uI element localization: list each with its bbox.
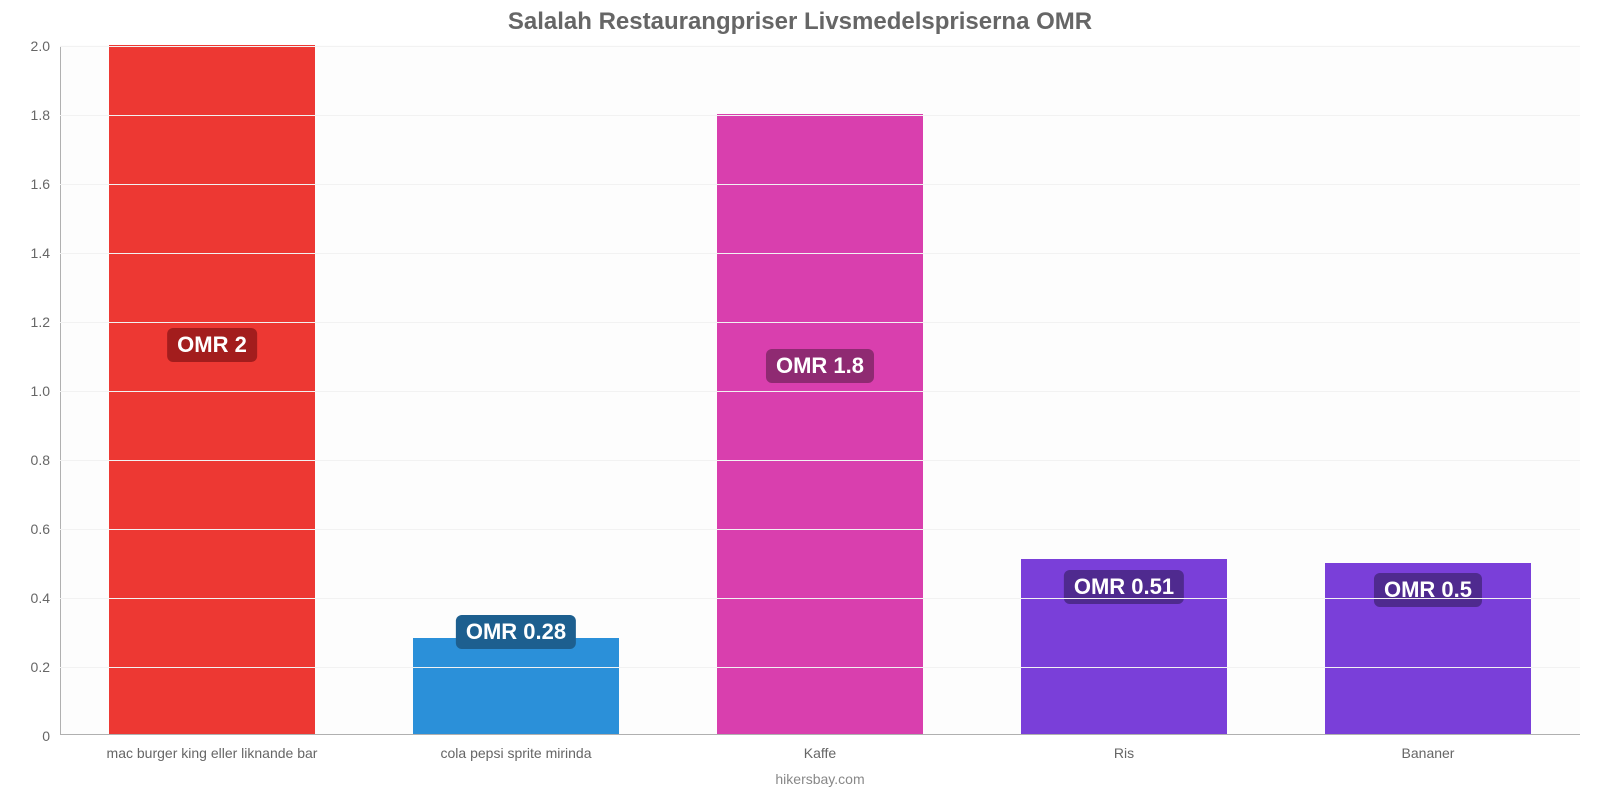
price-bar-chart: Salalah Restaurangpriser Livsmedelsprise…: [0, 0, 1600, 800]
y-tick-label: 0.4: [31, 590, 60, 606]
y-tick-label: 0.6: [31, 521, 60, 537]
chart-title: Salalah Restaurangpriser Livsmedelsprise…: [0, 8, 1600, 36]
x-axis-label: mac burger king eller liknande bar: [60, 745, 364, 761]
price-bar: [717, 114, 924, 735]
y-tick-label: 0.2: [31, 659, 60, 675]
plot-area: OMR 2OMR 0.28OMR 1.8OMR 0.51OMR 0.5 00.2…: [60, 45, 1580, 735]
gridline: [60, 184, 1580, 185]
x-axis-label: Kaffe: [668, 745, 972, 761]
bar-value-badge: OMR 0.5: [1374, 573, 1482, 607]
y-tick-label: 1.0: [31, 383, 60, 399]
price-bar: [109, 45, 316, 735]
x-axis-line: [60, 734, 1580, 735]
y-tick-label: 1.6: [31, 176, 60, 192]
gridline: [60, 322, 1580, 323]
x-axis-label: cola pepsi sprite mirinda: [364, 745, 668, 761]
x-axis-label: Bananer: [1276, 745, 1580, 761]
gridline: [60, 115, 1580, 116]
y-tick-label: 1.2: [31, 314, 60, 330]
x-axis-labels: mac burger king eller liknande barcola p…: [60, 745, 1580, 761]
bar-value-badge: OMR 0.28: [456, 615, 576, 649]
gridline: [60, 529, 1580, 530]
y-tick-label: 0: [42, 728, 60, 744]
gridline: [60, 46, 1580, 47]
y-tick-label: 1.4: [31, 245, 60, 261]
y-tick-label: 0.8: [31, 452, 60, 468]
price-bar: [413, 638, 620, 735]
gridline: [60, 667, 1580, 668]
y-tick-label: 2.0: [31, 38, 60, 54]
x-axis-label: Ris: [972, 745, 1276, 761]
attribution-text: hikersbay.com: [60, 771, 1580, 787]
y-tick-label: 1.8: [31, 107, 60, 123]
bar-value-badge: OMR 1.8: [766, 349, 874, 383]
gridline: [60, 460, 1580, 461]
gridline: [60, 391, 1580, 392]
bar-value-badge: OMR 2: [167, 328, 257, 362]
gridline: [60, 253, 1580, 254]
gridline: [60, 598, 1580, 599]
